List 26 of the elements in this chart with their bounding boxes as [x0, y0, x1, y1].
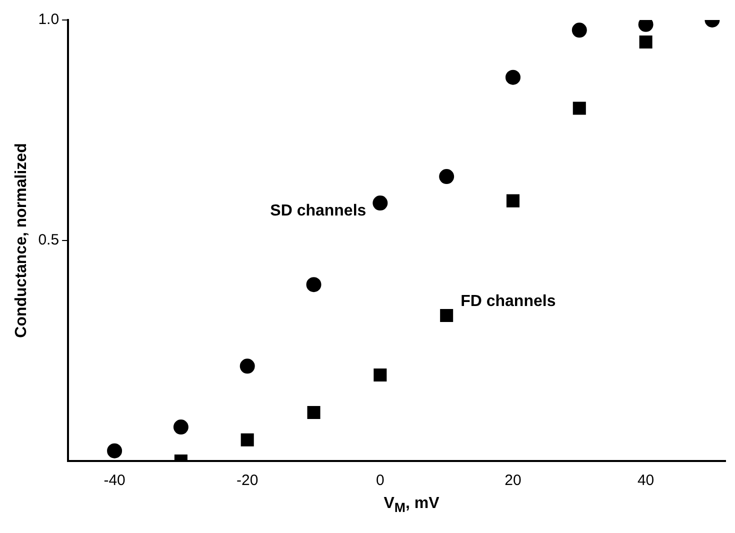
- y-tick-label: 1.0: [38, 11, 60, 28]
- x-tick-label: 20: [504, 472, 522, 490]
- series-label: SD channels: [270, 202, 366, 220]
- point: [107, 443, 122, 458]
- x-axis-title: V$_{M}$, mV: [382, 495, 440, 516]
- x-tick-label: -20: [236, 472, 258, 490]
- point: [374, 368, 387, 382]
- x-tick-label: -40: [104, 472, 126, 490]
- y-axis-title: Conductance, normalized: [13, 143, 30, 338]
- point: [639, 36, 652, 49]
- point: [572, 22, 587, 38]
- x-tick-label: 40: [637, 472, 654, 490]
- point: [440, 308, 454, 322]
- point: [439, 169, 454, 184]
- point: [307, 406, 320, 419]
- point: [306, 277, 322, 292]
- point: [572, 102, 586, 115]
- point: [505, 70, 520, 85]
- point: [372, 196, 388, 211]
- point: [240, 433, 254, 446]
- x-tick-label: 0: [376, 472, 384, 490]
- point: [240, 358, 255, 374]
- y-tick-label: 0.5: [38, 232, 60, 249]
- point: [506, 194, 520, 208]
- point: [173, 420, 188, 435]
- series-label: FD channels: [460, 292, 556, 310]
